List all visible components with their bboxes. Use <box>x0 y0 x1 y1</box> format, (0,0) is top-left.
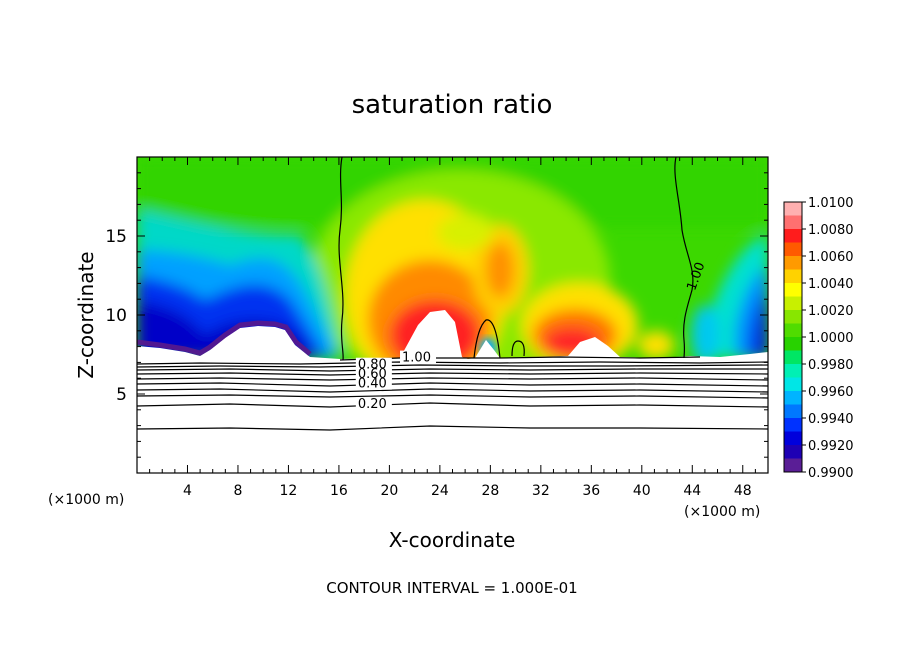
contour-line-0.70 <box>137 372 768 376</box>
colorbar-swatch <box>784 364 802 378</box>
colorbar-label: 1.0100 <box>808 196 854 211</box>
colorbar-swatch <box>784 323 802 338</box>
colorbar-swatch <box>784 431 802 446</box>
contour-lines <box>137 157 768 431</box>
x-unit-left: (×1000 m) <box>48 492 124 508</box>
x-tick-label: 40 <box>633 483 651 499</box>
colorbar-label: 1.0040 <box>808 277 854 292</box>
colorbar-label: 1.0020 <box>808 304 854 319</box>
field-masked-region <box>137 310 768 473</box>
x-unit-right: (×1000 m) <box>684 504 760 520</box>
contour-line-0.30 <box>137 394 768 399</box>
contour-label-backings <box>355 350 437 411</box>
y-axis-label: Z-coordinate <box>74 251 98 378</box>
contour-line-0.95 <box>137 361 768 365</box>
x-tick-label: 8 <box>233 483 242 499</box>
y-tick-label: 15 <box>105 227 127 247</box>
colorbar-swatch <box>784 377 802 392</box>
x-tick-label: 28 <box>481 483 499 499</box>
x-axis-label: X-coordinate <box>389 528 516 552</box>
colorbar-labels: 1.0100 1.0080 1.0060 1.0040 1.0020 1.0000 0.99… <box>802 196 854 481</box>
contour-line-1.00-bump-b <box>511 340 525 357</box>
field-cloud-base-rim <box>137 320 312 356</box>
colorbar-swatch <box>784 202 802 216</box>
colorbar-label: 0.9940 <box>808 412 854 427</box>
colorbar-swatch <box>784 350 802 365</box>
contour-line-1.00-bump-a <box>473 319 501 359</box>
x-tick-label: 4 <box>183 483 192 499</box>
colorbar <box>783 201 803 473</box>
colorbar-label: 0.9920 <box>808 439 854 454</box>
x-tick-label: 32 <box>532 483 550 499</box>
colorbar-swatch <box>784 283 802 297</box>
contour-line-0.90 <box>137 364 768 368</box>
contour-line-0.10 <box>137 425 768 431</box>
colorbar-label: 0.9960 <box>808 385 854 400</box>
plot-area <box>137 157 768 473</box>
colorbar-swatch <box>784 296 802 311</box>
contour-label: 0.60 <box>358 367 387 382</box>
colorbar-swatch <box>784 269 802 284</box>
contour-label-backing <box>355 397 392 411</box>
colorbar-label: 1.0060 <box>808 250 854 265</box>
contour-label: 0.40 <box>358 377 387 392</box>
colorbar-swatch <box>784 310 802 324</box>
colorbar-label: 1.0080 <box>808 223 854 238</box>
contour-interval-note: CONTOUR INTERVAL = 1.000E-01 <box>326 579 577 597</box>
x-tick-label: 20 <box>380 483 398 499</box>
x-tick-label: 44 <box>683 483 701 499</box>
colorbar-swatch <box>784 229 802 243</box>
y-axis: 5 10 15 <box>105 172 768 458</box>
x-tick-label: 48 <box>734 483 752 499</box>
contour-line-0.80 <box>137 368 768 372</box>
contour-label-backing <box>355 376 392 390</box>
contour-label-backing <box>400 350 437 364</box>
colorbar-label: 0.9900 <box>808 466 854 481</box>
contour-line-1.00-left <box>338 157 344 361</box>
colorbar-swatch <box>784 256 802 270</box>
contour-label: 0.80 <box>358 358 387 373</box>
contour-label: 0.20 <box>358 397 387 412</box>
colorbar-swatch <box>784 391 802 405</box>
contour-line-0.20 <box>137 402 768 408</box>
contour-line-0.50 <box>137 382 768 387</box>
contour-line-0.60 <box>137 377 768 381</box>
colorbar-label: 1.0000 <box>808 331 854 346</box>
x-tick-label: 36 <box>582 483 600 499</box>
contour-line-1.00-base <box>339 356 701 361</box>
x-tick-label: 16 <box>330 483 348 499</box>
contour-label: 1.00 <box>402 351 431 366</box>
colorbar-swatch <box>784 458 802 473</box>
colorbar-swatch <box>784 404 802 419</box>
colorbar-label: 0.9980 <box>808 358 854 373</box>
colorbar-swatch <box>784 445 802 459</box>
contour-labels: 1.001.000.800.600.400.20 <box>358 260 709 412</box>
contour-line-0.40 <box>137 388 768 393</box>
x-tick-label: 12 <box>280 483 298 499</box>
colorbar-swatch <box>784 337 802 351</box>
chart-title: saturation ratio <box>352 90 553 120</box>
x-axis: 4 8 12 16 20 24 28 32 36 40 44 48 <box>149 157 756 499</box>
colorbar-swatch <box>784 242 802 257</box>
x-tick-label: 24 <box>431 483 449 499</box>
colorbar-swatch <box>784 418 802 432</box>
colorbar-swatch <box>784 215 802 230</box>
contour-line-1.00-right <box>674 157 694 359</box>
y-tick-label: 10 <box>105 306 127 326</box>
y-tick-label: 5 <box>116 385 127 405</box>
